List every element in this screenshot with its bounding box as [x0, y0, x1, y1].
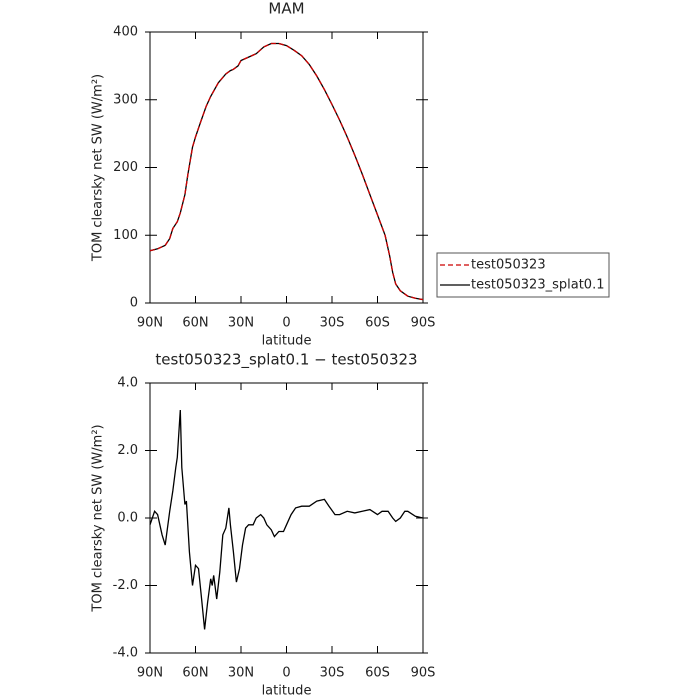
x-tick-label: 90S: [411, 316, 436, 331]
legend-label: test050323: [471, 258, 546, 273]
x-tick-label: 30N: [228, 666, 254, 681]
y-tick-label: 400: [113, 25, 138, 40]
y-tick-label: 0.0: [117, 511, 138, 526]
y-tick-label: 300: [113, 92, 138, 107]
x-tick-label: 90N: [137, 666, 163, 681]
legend-label: test050323_splat0.1: [471, 278, 604, 293]
x-tick-label: 0: [282, 316, 290, 331]
x-tick-label: 30S: [320, 316, 345, 331]
plot-frame: [149, 382, 424, 654]
x-tick-label: 60N: [182, 316, 208, 331]
y-tick-label: -2.0: [113, 578, 138, 593]
x-tick-label: 60S: [365, 666, 390, 681]
y-tick-label: 0: [130, 296, 138, 311]
y-tick-label: 200: [113, 160, 138, 175]
y-tick-label: -4.0: [113, 646, 138, 661]
y-tick-label: 2.0: [117, 443, 138, 458]
x-tick-label: 60N: [182, 666, 208, 681]
plot-frame: [149, 31, 424, 304]
x-tick-label: 90N: [137, 316, 163, 331]
x-tick-label: 30N: [228, 316, 254, 331]
y-axis-label: TOM clearsky net SW (W/m²): [91, 74, 106, 262]
data-line: [149, 409, 424, 630]
data-line: [149, 42, 424, 301]
x-axis-label: latitude: [262, 334, 312, 349]
x-tick-label: 30S: [320, 666, 345, 681]
y-tick-label: 100: [113, 228, 138, 243]
x-tick-label: 90S: [411, 666, 436, 681]
y-tick-label: 4.0: [117, 376, 138, 391]
x-tick-label: 60S: [365, 316, 390, 331]
chart-title: test050323_splat0.1 − test050323: [155, 351, 417, 370]
x-tick-label: 0: [282, 666, 290, 681]
x-axis-label: latitude: [262, 684, 312, 699]
y-axis-label: TOM clearsky net SW (W/m²): [91, 424, 106, 612]
chart-title: MAM: [268, 0, 304, 18]
data-line: [149, 42, 424, 301]
legend-box: [436, 252, 610, 298]
